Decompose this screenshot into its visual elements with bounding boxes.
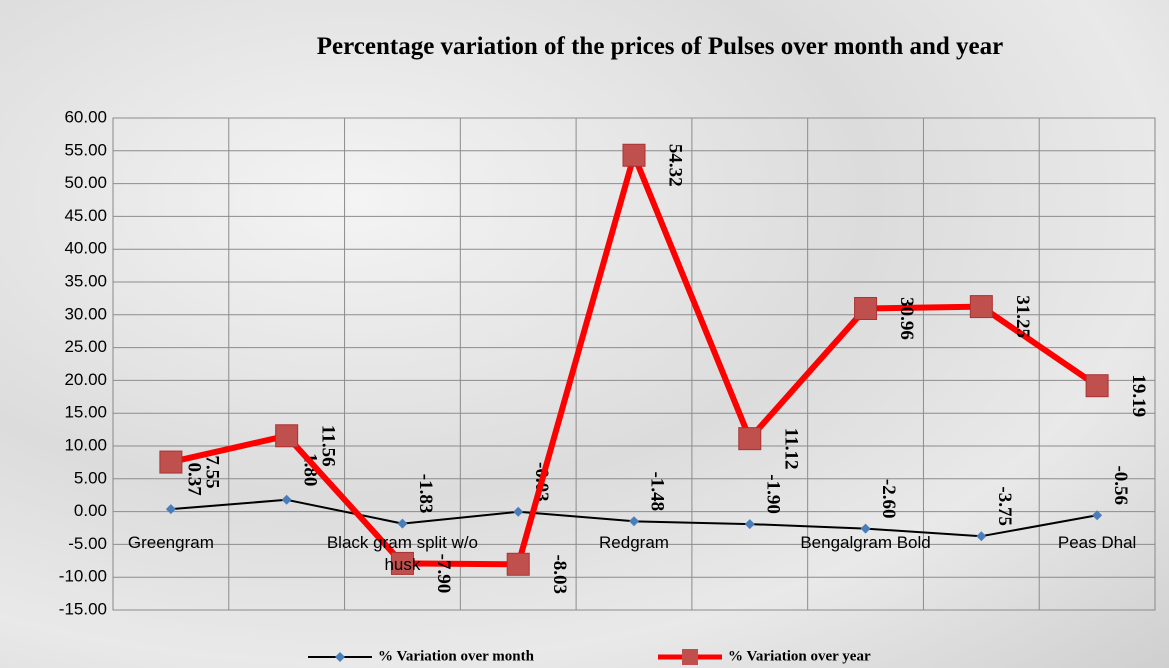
y-tick-label: 25.00 [64, 337, 107, 356]
x-tick-label: Bengalgram Bold [800, 532, 931, 552]
data-label: 0.37 [184, 463, 205, 497]
legend-marker [335, 652, 345, 662]
data-label: 30.96 [896, 297, 917, 340]
marker [854, 297, 878, 321]
data-label: 11.12 [780, 428, 801, 470]
y-tick-label: 45.00 [64, 206, 107, 225]
y-tick-label: -10.00 [59, 567, 107, 586]
y-tick-label: -5.00 [68, 534, 107, 553]
y-tick-label: 60.00 [64, 107, 107, 126]
marker [159, 450, 183, 474]
data-label: 54.32 [665, 144, 686, 187]
y-tick-label: 40.00 [64, 239, 107, 258]
data-label: -7.90 [433, 554, 454, 594]
data-label: -8.03 [549, 554, 570, 594]
legend-label: % Variation over year [728, 648, 871, 664]
data-label: -1.90 [762, 474, 783, 514]
y-tick-label: 55.00 [64, 140, 107, 159]
data-label: 11.56 [317, 425, 338, 467]
marker [738, 427, 762, 451]
marker [976, 531, 987, 542]
y-tick-label: 30.00 [64, 304, 107, 323]
chart-title: Percentage variation of the prices of Pu… [316, 33, 1004, 60]
x-tick-label: Peas Dhal [1057, 532, 1137, 552]
marker [390, 551, 414, 575]
marker [506, 552, 530, 576]
legend-label: % Variation over month [378, 648, 535, 664]
marker [629, 516, 639, 527]
y-tick-label: -15.00 [59, 599, 107, 618]
data-label: -1.83 [415, 474, 436, 514]
data-label: 1.80 [299, 453, 320, 486]
marker [281, 494, 292, 505]
data-label: -2.60 [878, 479, 899, 519]
y-tick-label: 20.00 [64, 370, 107, 389]
marker [860, 523, 871, 534]
marker [513, 506, 524, 517]
data-label: -3.75 [994, 486, 1015, 526]
data-label: -1.48 [647, 472, 668, 512]
data-label: -0.56 [1110, 465, 1131, 505]
y-tick-label: 35.00 [64, 271, 107, 290]
marker [397, 518, 408, 529]
marker [1092, 510, 1103, 521]
y-tick-label: 15.00 [64, 403, 107, 422]
legend-marker [682, 649, 698, 665]
data-label: 31.25 [1012, 295, 1033, 338]
x-tick-label: Greengram [127, 532, 214, 552]
marker [622, 143, 646, 167]
y-tick-label: 50.00 [64, 173, 107, 192]
data-label: 19.19 [1128, 374, 1149, 417]
x-tick-label: Redgram [599, 532, 669, 552]
marker [969, 295, 993, 319]
marker [275, 424, 299, 448]
y-tick-label: 0.00 [74, 501, 107, 520]
y-tick-label: 10.00 [64, 435, 107, 454]
x-tick-label: Black gram split w/o husk [326, 532, 479, 574]
marker [1085, 374, 1109, 398]
marker [165, 504, 176, 515]
data-label: 7.55 [202, 455, 223, 488]
y-tick-label: 5.00 [74, 468, 107, 487]
marker [744, 519, 755, 530]
